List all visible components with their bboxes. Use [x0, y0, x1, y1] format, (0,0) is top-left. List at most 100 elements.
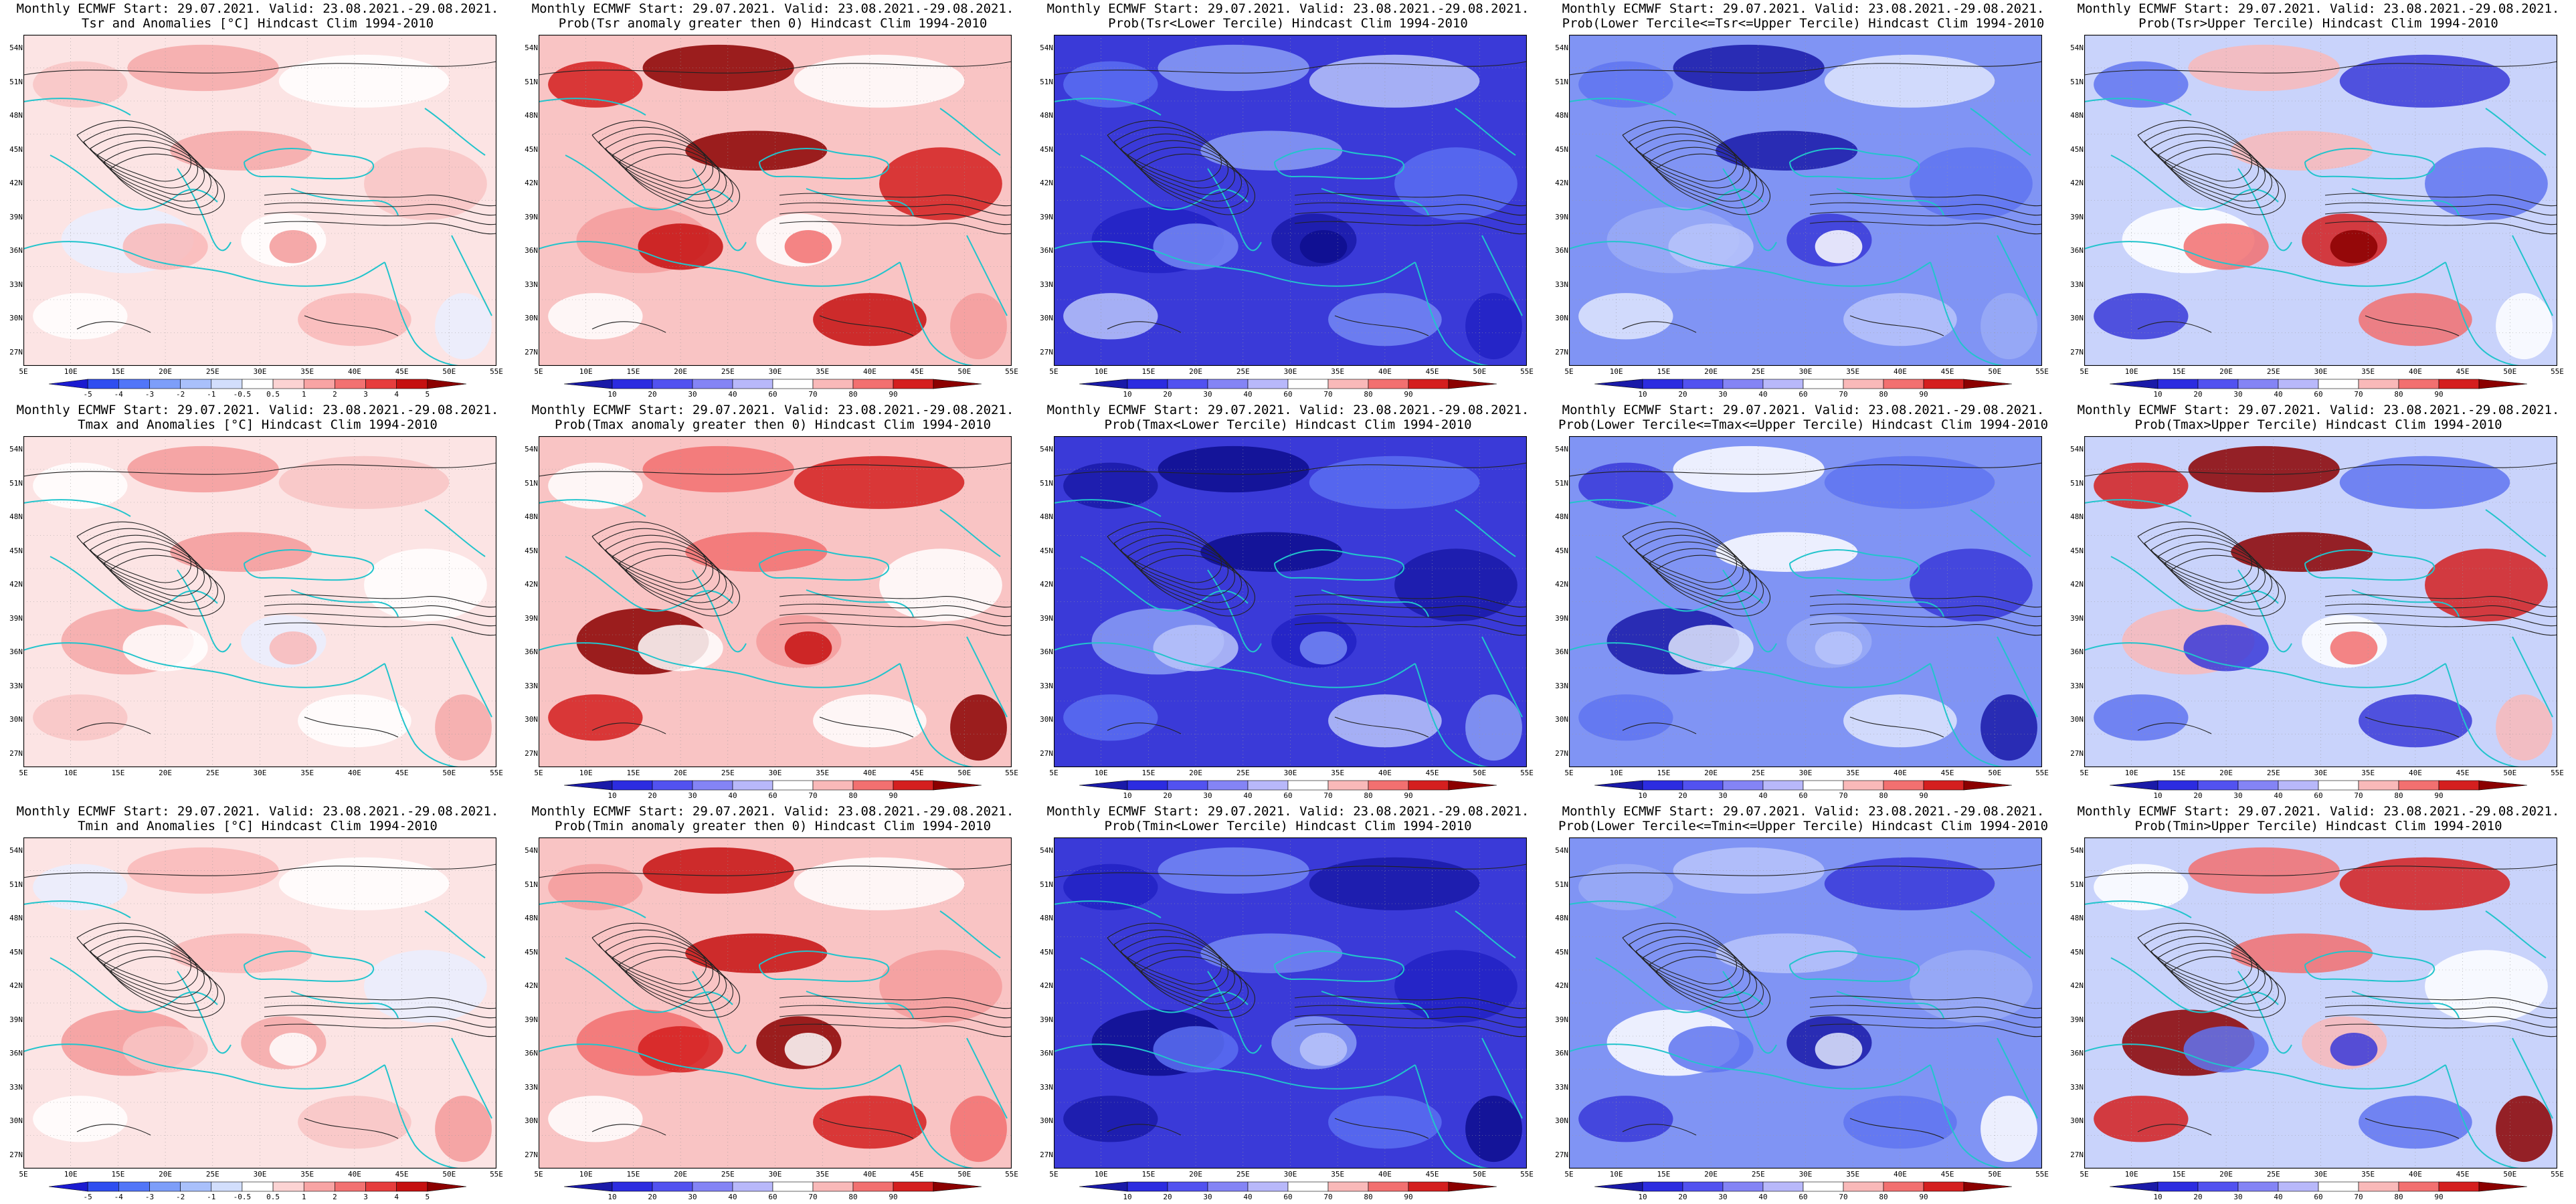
latitude-label: 27N	[525, 749, 538, 758]
contour-lines	[1569, 864, 2042, 1139]
legend-swatch	[1127, 379, 1168, 389]
legend-swatch	[1594, 1181, 1643, 1192]
legend-swatch	[812, 379, 854, 389]
legend-label: 80	[848, 390, 858, 399]
legend-swatch	[396, 379, 428, 389]
latitude-label: 33N	[525, 280, 538, 289]
shaded-region	[1063, 61, 1158, 108]
latitude-label: 48N	[1555, 914, 1568, 923]
map-area	[23, 35, 496, 366]
longitude-label: 35E	[2361, 1170, 2375, 1179]
legend-swatch	[2358, 780, 2399, 791]
latitude-label: 48N	[1555, 111, 1568, 120]
shaded-region	[435, 694, 492, 761]
longitude-label: 10E	[579, 1170, 593, 1179]
longitude-label: 35E	[2361, 367, 2375, 376]
longitude-label: 55E	[490, 769, 503, 777]
legend-label: -5	[83, 390, 92, 399]
shaded-region	[2339, 456, 2510, 509]
latitude-label: 39N	[525, 212, 538, 221]
shaded-region	[2231, 130, 2373, 171]
shaded-region	[170, 130, 312, 171]
shaded-region	[33, 1096, 128, 1142]
longitude-label: 15E	[2172, 1170, 2186, 1179]
map-area	[1054, 35, 1527, 366]
longitude-label: 5E	[534, 367, 543, 376]
latitude-label: 36N	[9, 647, 23, 657]
longitude-label: 10E	[1609, 367, 1623, 376]
longitude-label: 40E	[2408, 1170, 2422, 1179]
legend-label: 10	[2153, 1193, 2163, 1201]
longitude-label: 15E	[626, 1170, 640, 1179]
map-title-line1: Monthly ECMWF Start: 29.07.2021. Valid: …	[1046, 403, 1530, 417]
latitude-label: 36N	[9, 246, 23, 256]
shaded-region	[548, 462, 643, 509]
legend-swatch	[2318, 1181, 2359, 1192]
latitude-label: 54N	[1040, 846, 1053, 855]
map-title-line1: Monthly ECMWF Start: 29.07.2021. Valid: …	[531, 804, 1014, 819]
legend-swatch	[2157, 379, 2199, 389]
map-title-line1: Monthly ECMWF Start: 29.07.2021. Valid: …	[1562, 403, 2045, 417]
legend-swatch	[933, 780, 982, 791]
longitude-label: 10E	[2124, 1170, 2138, 1179]
longitude-label: 20E	[674, 769, 688, 777]
latitude-label: 45N	[2070, 947, 2084, 957]
latitude-label: 51N	[9, 880, 23, 889]
latitude-label: 30N	[525, 314, 538, 323]
forecast-map-panel: Monthly ECMWF Start: 29.07.2021. Valid: …	[1546, 401, 2061, 803]
legend-swatch	[1762, 379, 1804, 389]
legend-label: 3	[363, 1193, 368, 1201]
longitude-label: 50E	[1473, 367, 1487, 376]
legend-label: 70	[1839, 390, 1848, 399]
legend-swatch	[732, 1181, 773, 1192]
latitude-label: 48N	[9, 512, 23, 522]
shaded-region	[269, 1033, 317, 1066]
map-canvas	[539, 837, 1012, 1169]
latitude-label: 48N	[9, 914, 23, 923]
map-canvas	[1054, 35, 1527, 366]
color-legend	[2110, 379, 2527, 389]
latitude-label: 30N	[1555, 1116, 1568, 1126]
map-title: Monthly ECMWF Start: 29.07.2021. Valid: …	[515, 403, 1030, 432]
shaded-region	[33, 61, 128, 108]
legend-label: 70	[2354, 390, 2363, 399]
shaded-region	[1815, 1033, 1863, 1066]
longitude-label: 10E	[579, 367, 593, 376]
legend-swatch	[2318, 780, 2359, 791]
legend-swatch	[2278, 379, 2319, 389]
forecast-map-panel: Monthly ECMWF Start: 29.07.2021. Valid: …	[2061, 401, 2576, 803]
legend-label: 60	[1283, 390, 1293, 399]
latitude-label: 42N	[9, 580, 23, 589]
map-title-line2: Prob(Tsr anomaly greater then 0) Hindcas…	[558, 16, 988, 31]
shaded-region	[435, 293, 492, 360]
color-legend	[564, 379, 982, 389]
contour-lines	[1054, 462, 1527, 738]
latitude-label: 39N	[525, 613, 538, 623]
longitude-label: 15E	[1657, 769, 1671, 777]
latitude-label: 39N	[1040, 613, 1053, 623]
legend-label: 40	[728, 1193, 737, 1201]
legend-label: 90	[1919, 1193, 1928, 1201]
legend-swatch	[1682, 1181, 1724, 1192]
legend-label: 3	[363, 390, 368, 399]
latitude-label: 30N	[1040, 1116, 1053, 1126]
shaded-region	[642, 847, 794, 894]
shaded-region	[2496, 1096, 2553, 1163]
map-canvas	[23, 436, 496, 767]
latitude-label: 51N	[525, 880, 538, 889]
longitude-label: 45E	[1940, 367, 1954, 376]
longitude-label: 15E	[1657, 367, 1671, 376]
legend-label: -1	[207, 390, 216, 399]
legend-swatch	[2110, 1181, 2158, 1192]
latitude-label: 42N	[2070, 179, 2084, 188]
coastline	[1054, 499, 1523, 767]
legend-label: 70	[1839, 1193, 1848, 1201]
shaded-region	[1309, 857, 1480, 910]
longitude-label: 55E	[490, 1170, 503, 1179]
latitude-label: 54N	[1555, 846, 1568, 855]
longitude-label: 50E	[1473, 769, 1487, 777]
legend-swatch	[1327, 1181, 1369, 1192]
longitude-label: 55E	[2551, 1170, 2564, 1179]
legend-swatch	[1247, 780, 1289, 791]
legend-swatch	[1167, 780, 1208, 791]
